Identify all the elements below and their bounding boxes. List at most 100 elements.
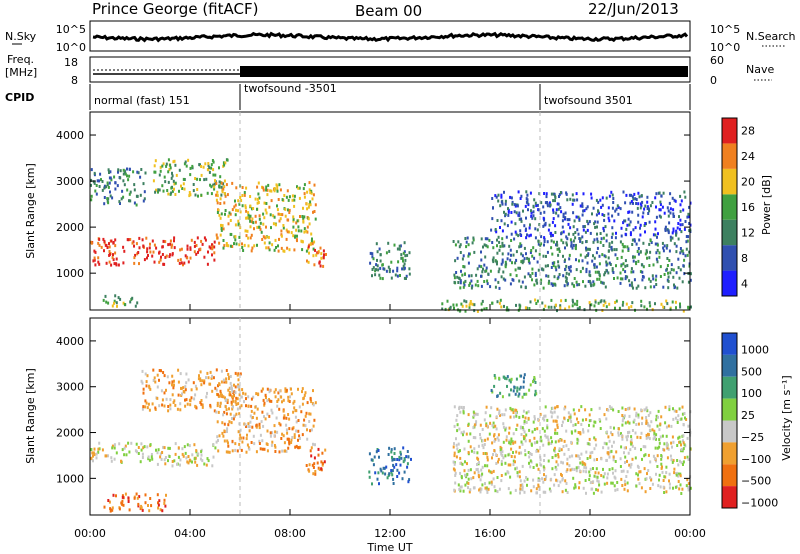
- data-cell-1-6: [667, 447, 670, 451]
- data-cell-1-6: [606, 408, 609, 412]
- data-cell-1-6: [663, 491, 666, 494]
- data-cell-0-7: [484, 237, 487, 241]
- data-cell-1-6: [496, 490, 499, 494]
- data-cell-0-3: [222, 227, 225, 231]
- data-cell-0-8: [538, 223, 541, 227]
- data-cell-0-8: [582, 192, 585, 196]
- data-cell-0-7: [621, 249, 624, 253]
- data-cell-1-6: [621, 484, 624, 487]
- data-cell-1-2: [298, 405, 301, 409]
- data-cell-1-6: [600, 457, 603, 461]
- data-cell-1-0: [111, 444, 114, 448]
- data-cell-0-9: [608, 302, 611, 306]
- data-cell-0-7: [662, 249, 665, 253]
- data-cell-0-0: [126, 188, 129, 192]
- data-cell-0-2: [92, 259, 95, 263]
- data-cell-1-6: [473, 413, 476, 417]
- data-cell-1-0: [194, 460, 197, 464]
- data-cell-1-6: [649, 487, 652, 490]
- data-cell-0-3: [261, 185, 263, 189]
- data-cell-0-2: [195, 244, 198, 247]
- data-cell-1-6: [467, 481, 470, 485]
- data-cell-1-6: [493, 439, 496, 443]
- data-cell-0-6: [396, 274, 399, 278]
- data-cell-0-7: [630, 267, 633, 271]
- data-cell-0-3: [310, 239, 313, 243]
- data-cell-0-9: [468, 303, 471, 307]
- data-cell-1-2: [297, 387, 299, 391]
- data-cell-1-5: [402, 446, 405, 450]
- data-cell-1-2: [297, 446, 300, 450]
- data-cell-0-9: [547, 305, 550, 309]
- data-cell-0-3: [311, 237, 313, 241]
- data-cell-0-1: [178, 189, 180, 193]
- data-cell-1-5: [398, 471, 401, 475]
- data-cell-0-7: [601, 253, 604, 257]
- data-cell-1-5: [388, 472, 391, 476]
- data-cell-0-7: [550, 239, 553, 243]
- data-cell-1-2: [288, 417, 291, 421]
- data-cell-1-6: [652, 437, 655, 441]
- data-cell-0-9: [468, 305, 471, 309]
- data-cell-0-8: [624, 219, 627, 223]
- data-cell-0-7: [557, 275, 560, 279]
- data-cell-0-8: [536, 203, 539, 207]
- data-cell-0-7: [598, 277, 601, 281]
- data-cell-0-7: [480, 258, 483, 262]
- data-cell-1-2: [242, 391, 245, 395]
- data-cell-0-7: [655, 257, 658, 261]
- data-cell-1-7: [518, 387, 521, 391]
- data-cell-1-6: [637, 413, 640, 417]
- data-cell-0-8: [534, 201, 537, 205]
- data-cell-0-6: [401, 256, 404, 260]
- data-cell-1-1: [220, 380, 223, 384]
- data-cell-0-3: [280, 229, 283, 233]
- data-cell-0-9: [675, 306, 677, 310]
- data-cell-0-8: [510, 196, 513, 200]
- data-cell-1-6: [495, 427, 498, 431]
- data-cell-1-6: [525, 476, 528, 479]
- data-cell-1-6: [518, 470, 521, 474]
- data-cell-0-8: [611, 226, 614, 230]
- data-cell-0-7: [588, 270, 591, 274]
- data-cell-0-0: [93, 171, 96, 175]
- data-cell-1-6: [484, 411, 487, 415]
- data-cell-1-6: [554, 453, 557, 457]
- data-cell-0-8: [581, 235, 584, 239]
- data-cell-0-1: [223, 163, 226, 167]
- data-cell-0-8: [608, 194, 611, 198]
- data-cell-1-5: [390, 469, 393, 472]
- data-cell-0-8: [507, 210, 510, 214]
- data-cell-0-8: [596, 225, 598, 229]
- data-cell-1-2: [231, 389, 234, 393]
- data-cell-1-6: [463, 447, 466, 451]
- data-cell-0-7: [514, 268, 517, 272]
- data-cell-0-7: [546, 240, 549, 244]
- data-cell-1-6: [554, 428, 557, 432]
- data-cell-0-2: [189, 247, 192, 251]
- data-cell-0-7: [565, 271, 568, 275]
- data-cell-0-1: [222, 182, 225, 186]
- data-cell-1-6: [512, 432, 515, 436]
- data-cell-1-2: [248, 447, 251, 451]
- data-cell-1-6: [539, 435, 542, 439]
- data-cell-1-6: [626, 489, 629, 493]
- data-cell-1-6: [504, 408, 507, 412]
- data-cell-0-3: [237, 222, 240, 226]
- data-cell-1-6: [489, 421, 492, 425]
- data-cell-0-7: [648, 242, 651, 246]
- data-cell-1-1: [207, 376, 210, 380]
- data-cell-1-6: [594, 438, 597, 442]
- data-cell-1-6: [476, 467, 479, 471]
- data-cell-0-2: [93, 258, 96, 262]
- data-cell-1-6: [675, 473, 678, 477]
- data-cell-0-6: [403, 241, 406, 245]
- data-cell-0-7: [651, 274, 654, 278]
- data-cell-1-6: [608, 455, 611, 459]
- data-cell-1-2: [216, 420, 219, 424]
- data-cell-1-6: [460, 485, 463, 489]
- data-cell-0-7: [581, 259, 584, 263]
- data-cell-1-6: [577, 431, 580, 434]
- data-cell-0-3: [257, 181, 260, 185]
- data-cell-1-6: [481, 472, 484, 476]
